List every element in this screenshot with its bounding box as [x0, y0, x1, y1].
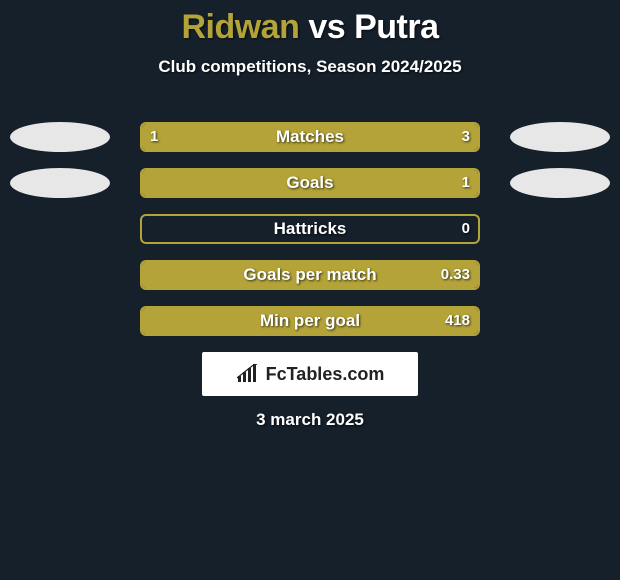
stat-bar-fill-left — [142, 124, 226, 150]
stat-bar-fill-right — [142, 308, 478, 334]
player-a-name: Ridwan — [181, 8, 299, 46]
stat-bar-track — [140, 122, 480, 152]
player-b-name: Putra — [354, 8, 438, 46]
player-b-badge — [510, 122, 610, 152]
player-b-badge — [510, 168, 610, 198]
stat-bar-fill-right — [142, 262, 478, 288]
subtitle: Club competitions, Season 2024/2025 — [0, 57, 620, 77]
stat-row: Goals per match0.33 — [0, 260, 620, 290]
stat-bar-track — [140, 260, 480, 290]
stat-bar-fill-right — [142, 170, 478, 196]
stat-rows: Matches13 Goals1 Hattricks0 Goals per match… — [0, 122, 620, 352]
stat-bar-track — [140, 168, 480, 198]
stat-row: Goals1 — [0, 168, 620, 198]
stat-bar-fill-right — [226, 124, 478, 150]
brand-text: FcTables.com — [266, 364, 385, 385]
player-a-badge — [10, 122, 110, 152]
bars-chart-icon — [236, 364, 260, 384]
player-a-badge — [10, 168, 110, 198]
comparison-card: Ridwan vs Putra Club competitions, Seaso… — [0, 0, 620, 580]
stat-bar-track — [140, 214, 480, 244]
stat-row: Min per goal418 — [0, 306, 620, 336]
vs-text: vs — [308, 8, 345, 46]
generated-date: 3 march 2025 — [0, 410, 620, 430]
stat-row: Matches13 — [0, 122, 620, 152]
stat-bar-track — [140, 306, 480, 336]
page-title: Ridwan vs Putra — [0, 0, 620, 47]
brand-badge: FcTables.com — [202, 352, 418, 396]
stat-row: Hattricks0 — [0, 214, 620, 244]
